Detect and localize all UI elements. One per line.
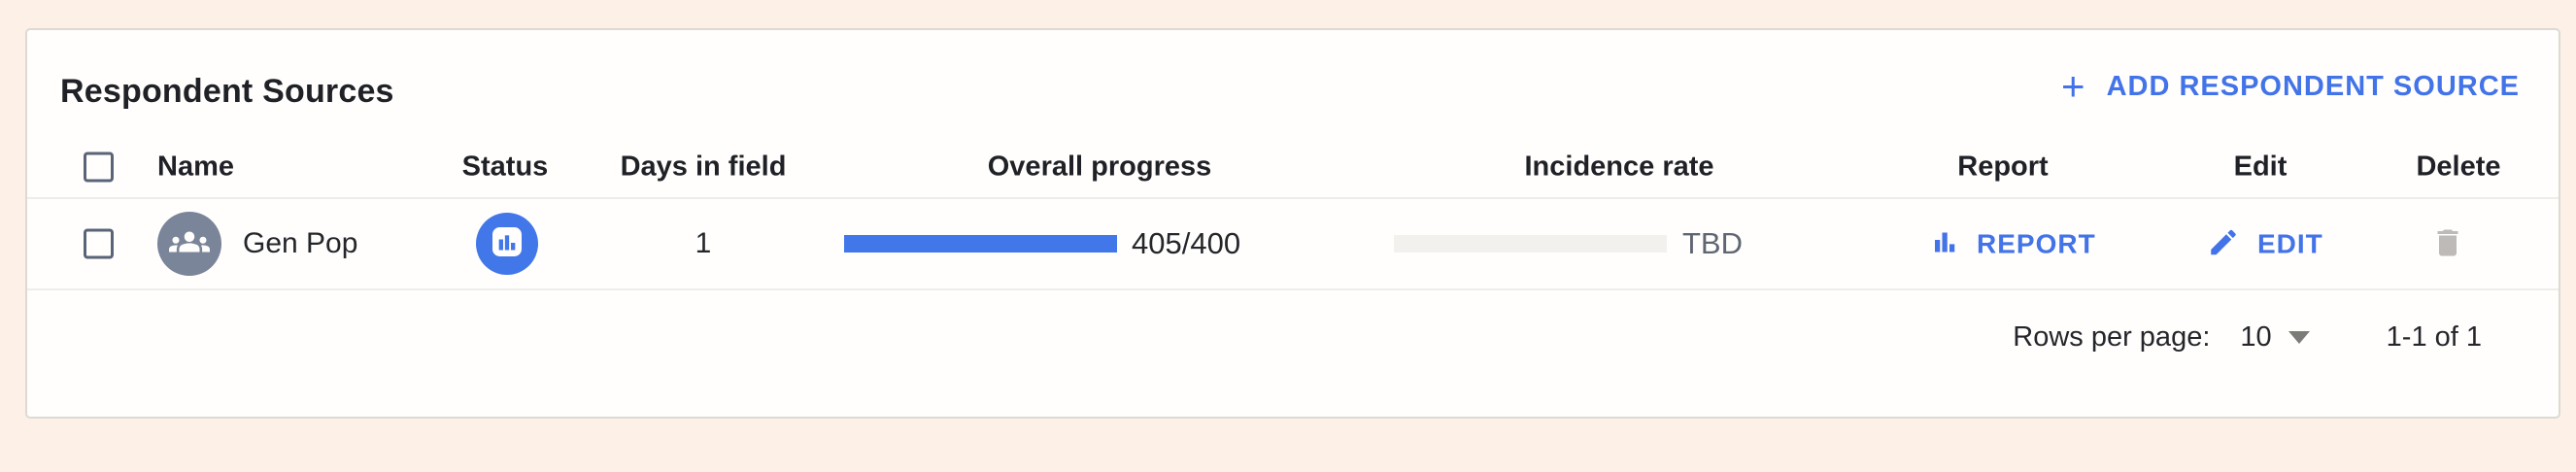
report-button-label: REPORT: [1977, 228, 2096, 258]
pagination-range: 1-1 of 1: [2386, 320, 2482, 353]
plus-icon: +: [2061, 63, 2085, 109]
edit-button[interactable]: EDIT: [2207, 226, 2323, 262]
column-header-delete: Delete: [2416, 151, 2501, 183]
days-in-field-value: 1: [695, 227, 712, 259]
column-header-edit: Edit: [2233, 151, 2288, 183]
edit-button-label: EDIT: [2257, 228, 2323, 258]
trash-icon: [2430, 225, 2465, 263]
avatar: [157, 212, 221, 276]
table-row: Gen Pop 1 405/400 TBD REPORT: [27, 199, 2559, 290]
page-title: Respondent Sources: [60, 73, 394, 110]
rows-per-page-value: 10: [2240, 320, 2272, 353]
respondent-source-name: Gen Pop: [243, 227, 358, 259]
overall-progress-label: 405/400: [1132, 226, 1241, 260]
rows-per-page-label: Rows per page:: [2013, 320, 2211, 353]
column-header-report: Report: [1957, 151, 2049, 183]
rows-per-page-select[interactable]: 10: [2240, 320, 2310, 354]
bar-chart-status-icon: [488, 222, 526, 266]
select-all-checkbox[interactable]: [84, 152, 114, 183]
add-respondent-source-button[interactable]: + ADD RESPONDENT SOURCE: [2061, 63, 2520, 109]
status-badge: [476, 213, 538, 275]
groups-icon: [169, 221, 210, 267]
incidence-rate-label: TBD: [1682, 226, 1743, 260]
column-header-incidence-rate: Incidence rate: [1524, 151, 1714, 183]
row-checkbox[interactable]: [84, 228, 114, 259]
respondent-sources-card: Respondent Sources + ADD RESPONDENT SOUR…: [25, 28, 2560, 419]
delete-button[interactable]: [2428, 224, 2467, 263]
dropdown-arrow-icon: [2288, 330, 2310, 344]
report-button[interactable]: REPORT: [1930, 228, 2096, 260]
table-header-row: Name Status Days in field Overall progre…: [27, 137, 2559, 199]
pagination-bar: Rows per page: 10 1-1 of 1: [27, 292, 2559, 382]
column-header-days-in-field: Days in field: [620, 151, 787, 183]
add-button-label: ADD RESPONDENT SOURCE: [2106, 70, 2520, 102]
column-header-overall-progress: Overall progress: [987, 151, 1212, 183]
bar-chart-icon: [1930, 228, 1959, 260]
overall-progress-fill: [844, 235, 1117, 253]
incidence-rate-bar: [1394, 235, 1667, 253]
pencil-icon: [2207, 226, 2240, 262]
column-header-name: Name: [157, 151, 234, 183]
overall-progress-bar: [844, 235, 1117, 253]
column-header-status: Status: [461, 151, 549, 183]
